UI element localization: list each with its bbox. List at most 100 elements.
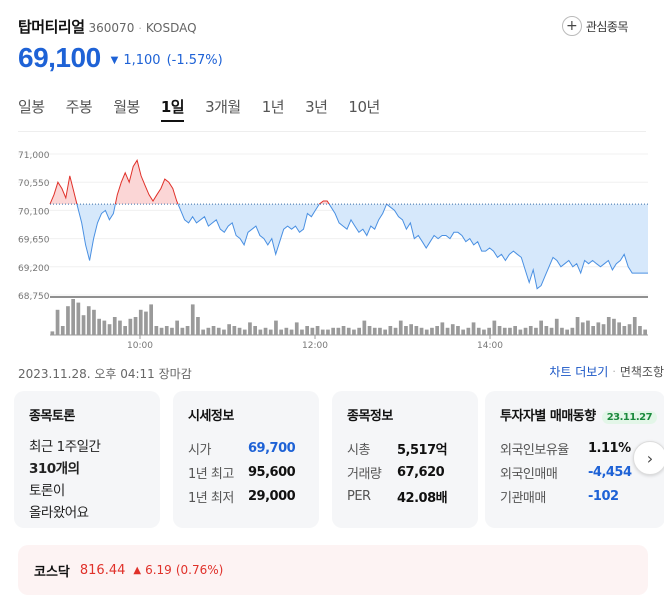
volume-bar [138,309,143,335]
volume-bar [248,322,252,335]
stock-info-card[interactable]: 종목정보 시총 5,517억 거래량 67,620 PER 42.08배 [332,391,478,528]
volume-bar [596,322,601,335]
volume-bar [627,324,632,335]
volume-bar [60,326,65,335]
volume-bar [622,326,627,335]
investor-row: 기관매매 -102 [500,484,650,508]
investor-key: 외국인보유율 [500,442,569,458]
volume-bar [643,329,647,335]
volume-bar [388,326,393,335]
volume-bar [554,318,559,335]
volume-bar [118,320,122,335]
card-title: 종목토론 [29,409,75,424]
volume-bar [346,327,351,335]
price-line-above [49,159,388,205]
quote-value: 69,700 [248,440,296,456]
more-chart-link[interactable]: 차트 더보기 [549,365,609,379]
volume-bar [86,306,91,335]
tab-weekly[interactable]: 주봉 [65,98,93,116]
discussion-card[interactable]: 종목토론 최근 1주일간 310개의 토론이 올라왔어요 [14,391,160,528]
info-row: PER 42.08배 [347,484,463,508]
volume-bar [487,327,491,335]
volume-bar [107,324,112,335]
y-tick-label: 71,000 [18,151,50,161]
volume-bar [315,326,320,335]
volume-bar [409,324,413,335]
tab-3years[interactable]: 3년 [305,98,328,116]
volume-bar [180,327,185,335]
investor-key: 기관매매 [500,490,546,506]
volume-bar [196,317,200,335]
y-tick-label: 69,650 [18,236,50,246]
volume-bar [123,326,127,335]
session-row: 2023.11.28. 오후 04:11 장마감 차트 더보기 · 면책조항 [18,363,664,381]
x-tick-label: 14:00 [477,341,503,351]
volume-bar [430,327,434,335]
volume-bar [393,327,398,335]
volume-bar [341,326,346,335]
volume-bar [128,318,133,335]
y-tick-label: 68,750 [18,292,50,302]
volume-bar [482,329,486,335]
volume-bar [440,322,445,335]
tab-3months[interactable]: 3개월 [205,98,241,116]
investor-value: -102 [588,488,619,504]
tab-1day[interactable]: 1일 [160,96,185,122]
price-row: 69,100 ▼ 1,100 (-1.57%) [18,42,223,74]
volume-bar [471,322,476,335]
volume-bar [284,327,289,335]
info-row: 시총 5,517억 [347,436,463,460]
volume-bar [211,326,216,335]
info-value: 42.08배 [397,490,448,506]
info-key: 거래량 [347,466,382,482]
volume-bar [372,327,377,335]
x-tick-label: 12:00 [302,341,328,351]
volume-bar [258,329,263,335]
card-title: 종목정보 [347,409,393,424]
volume-bar [612,318,616,335]
volume-bar [71,299,75,335]
tab-daily[interactable]: 일봉 [18,98,45,116]
info-row: 거래량 67,620 [347,460,463,484]
quote-key: 시가 [188,442,211,458]
volume-bar [513,326,517,335]
volume-bar [331,327,335,335]
tab-monthly[interactable]: 월봉 [113,98,140,116]
tab-1year[interactable]: 1년 [261,98,285,116]
volume-bar [164,326,169,335]
volume-bar [201,329,205,335]
session-timestamp: 2023.11.28. 오후 04:11 장마감 [18,367,192,381]
volume-bar [528,326,533,335]
plus-icon: + [561,16,582,36]
volume-bar [352,329,356,335]
investor-key: 외국인매매 [500,466,558,482]
volume-bar [216,327,221,335]
quote-card[interactable]: 시세정보 시가 69,700 1년 최고 95,600 1년 최저 29,000 [173,391,319,528]
quote-row: 1년 최고 95,600 [188,460,304,484]
investor-trend-card[interactable]: 투자자별 매매동향 23.11.27 외국인보유율 1.11% 외국인매매 -4,… [485,391,664,528]
volume-bar [76,302,81,335]
volume-bar [237,327,242,335]
add-watchlist-button[interactable]: + 관심종목 [561,16,629,36]
discussion-count-value: 310개의 [29,461,80,477]
index-summary[interactable]: 코스닥 816.44 ▲ 6.19 (0.76%) [18,545,648,595]
intraday-chart[interactable]: 71,000 70,550 70,100 69,650 69,200 68,750 10:0… [0,140,664,360]
info-value: 5,517억 [397,442,448,458]
volume-bar [144,311,148,335]
stock-title: 탑머티리얼 360070 · KOSDAQ [18,16,197,37]
volume-bar [461,329,465,335]
disclaimer-link[interactable]: 면책조항 [619,365,664,379]
volume-bar [492,320,497,335]
volume-bar [383,329,387,335]
volume-bar [263,327,268,335]
volume-bar [424,329,429,335]
stock-name[interactable]: 탑머티리얼 [18,18,85,36]
index-change: 6.19 [145,563,172,577]
price-change: 1,100 [123,52,161,68]
investor-row: 외국인보유율 1.11% [500,436,650,460]
chevron-right-icon[interactable]: › [633,441,664,475]
volume-bar [175,320,179,335]
volume-bar [497,326,502,335]
volume-bar [586,320,590,335]
tab-10years[interactable]: 10년 [348,98,380,116]
